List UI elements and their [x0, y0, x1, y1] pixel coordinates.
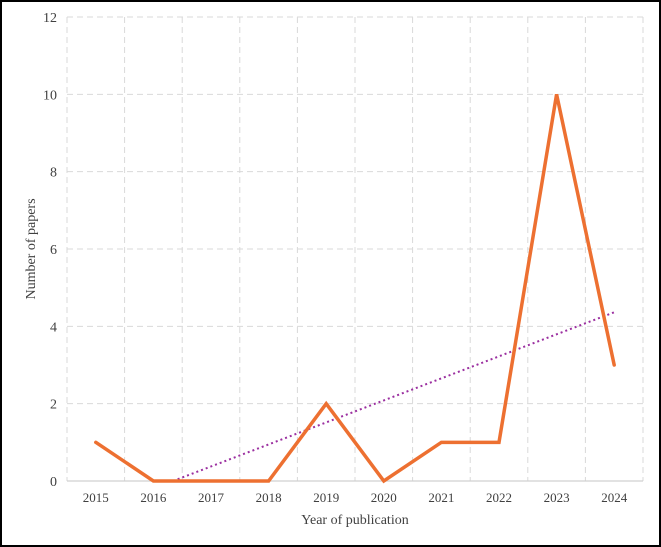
- x-tick-label: 2017: [198, 490, 225, 505]
- x-tick-label: 2016: [140, 490, 167, 505]
- y-tick-label: 2: [50, 398, 57, 413]
- y-tick-label: 0: [50, 475, 57, 490]
- x-tick-label: 2022: [486, 490, 512, 505]
- y-tick-label: 10: [43, 88, 57, 103]
- trendline: [172, 311, 615, 482]
- y-tick-label: 4: [50, 320, 57, 335]
- x-tick-label: 2024: [601, 490, 628, 505]
- x-tick-label: 2023: [544, 490, 570, 505]
- x-axis-ticks: 2015 2016 2017 2018 2019 2020 2021 2022 2023 2024: [83, 490, 628, 505]
- y-axis-label: Number of papers: [24, 198, 39, 299]
- x-tick-label: 2020: [371, 490, 397, 505]
- series-line: [94, 93, 616, 484]
- y-tick-label: 6: [50, 243, 57, 258]
- y-tick-label: 12: [43, 11, 57, 26]
- x-tick-label: 2021: [428, 490, 454, 505]
- x-tick-label: 2018: [256, 490, 282, 505]
- y-axis-ticks: 0 2 4 6 8 10 12: [43, 11, 57, 490]
- y-tick-label: 8: [50, 166, 57, 181]
- x-tick-label: 2019: [313, 490, 339, 505]
- gridlines: [66, 16, 644, 482]
- x-tick-label: 2015: [83, 490, 109, 505]
- series-marks: [94, 93, 616, 484]
- x-axis-label: Year of publication: [301, 513, 408, 528]
